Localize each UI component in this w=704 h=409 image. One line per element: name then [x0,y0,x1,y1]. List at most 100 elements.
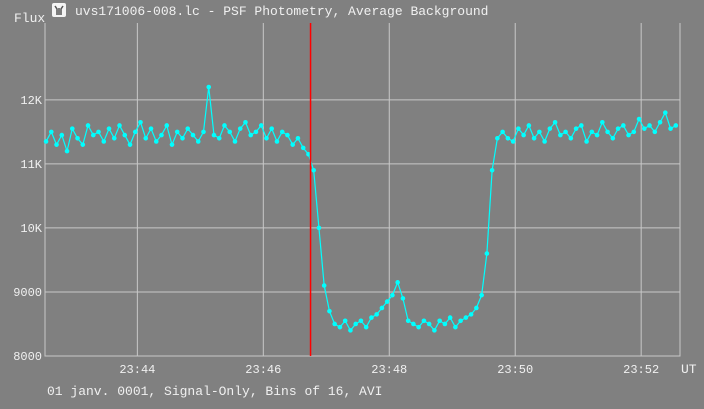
data-point [453,324,458,330]
data-point [610,135,616,141]
data-point [416,324,421,330]
data-point [390,292,395,298]
data-point [75,135,80,141]
data-point [269,126,275,131]
data-point [621,123,626,128]
data-point [673,123,679,128]
data-point [117,123,122,128]
data-point [600,119,605,125]
data-point [521,132,526,138]
data-point [384,299,390,304]
data-point [348,328,353,333]
data-point [316,225,322,231]
data-point [495,135,500,141]
data-point [426,321,432,327]
data-point [369,315,374,320]
x-tick-label: 23:48 [371,363,407,377]
data-point [379,305,385,311]
data-point [652,129,658,135]
data-point [222,123,227,128]
x-tick-label: 23:46 [245,363,281,377]
data-point [400,296,406,301]
data-point [227,129,233,135]
data-point [421,318,427,324]
data-point [190,132,196,138]
data-point [615,126,621,131]
x-tick-label: 23:50 [497,363,533,377]
data-point [300,145,306,151]
data-point [458,318,463,324]
data-point [295,135,301,141]
data-point [573,126,579,131]
data-point [180,135,185,141]
data-point [132,129,138,135]
data-point [206,84,212,90]
y-tick-label: 12K [20,94,42,108]
data-point [48,129,54,135]
data-point [594,132,600,138]
data-point [258,123,264,128]
data-point [479,292,484,298]
data-point [647,123,652,128]
data-point [232,139,238,144]
data-point [484,251,490,256]
data-point [59,132,65,138]
data-point [138,119,143,125]
lightcurve-app-icon [52,3,66,17]
data-point [80,142,86,147]
y-tick-label: 9000 [13,286,42,300]
data-point [143,135,149,141]
data-point [185,126,191,131]
data-point [636,116,642,122]
data-point [405,318,411,324]
data-point [353,321,358,327]
data-point [111,135,117,141]
data-point [547,126,553,131]
data-point [148,126,154,131]
data-point [363,324,369,330]
data-point [663,110,668,115]
data-point [237,126,243,131]
window-title: uvs171006-008.lc - PSF Photometry, Avera… [75,4,489,19]
data-point [374,312,379,317]
data-point [537,129,542,135]
data-point [85,123,91,128]
data-point [432,328,437,333]
data-point [447,315,453,320]
data-point [332,321,337,327]
data-point [342,318,348,324]
data-point [542,139,547,144]
data-point [306,151,311,157]
data-point [64,148,70,154]
data-point [337,324,343,330]
data-point [253,129,259,135]
data-point [159,132,164,138]
data-point [589,129,595,135]
data-point [285,132,290,138]
data-point [505,135,511,141]
data-point [211,132,217,138]
data-point [69,126,75,131]
data-point [274,139,280,144]
data-point [642,126,647,131]
data-point [169,142,175,147]
data-point [174,129,180,135]
data-point [248,132,254,138]
data-point [96,129,101,135]
data-point [531,135,537,141]
data-point [463,315,469,320]
data-point [127,142,133,147]
data-point [90,132,96,138]
data-point [474,305,479,311]
data-point [579,123,584,128]
data-point [437,318,442,324]
data-point [563,129,568,135]
y-axis-label: Flux [14,11,46,26]
x-tick-label: 23:44 [119,363,155,377]
data-point [584,139,589,144]
y-tick-label: 10K [20,222,42,236]
data-point [442,321,448,327]
data-point [216,135,222,141]
data-point [279,129,285,135]
